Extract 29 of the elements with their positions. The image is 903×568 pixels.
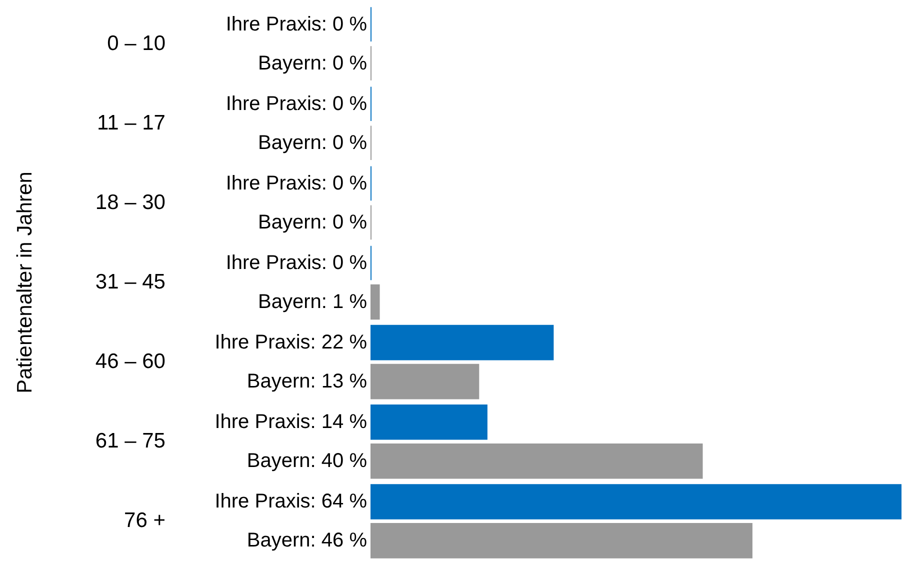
bar: [370, 324, 554, 360]
data-label: Bayern: 1 %: [258, 290, 368, 313]
y-axis-title: Patientenalter in Jahren: [14, 172, 36, 394]
data-label: Bayern: 13 %: [246, 370, 368, 393]
data-label: Bayern: 0 %: [258, 211, 368, 234]
bar: [370, 443, 703, 479]
data-label: Bayern: 40 %: [246, 450, 368, 472]
data-label: Ihre Praxis: 22 %: [214, 332, 368, 354]
y-tick-label: 0 – 10: [107, 32, 166, 55]
y-tick-label: 18 – 30: [95, 190, 166, 214]
data-label: Bayern: 0 %: [258, 132, 368, 154]
bar: [370, 364, 480, 400]
bar: [370, 284, 380, 320]
bar: [370, 523, 752, 558]
y-tick-label: 61 – 75: [95, 430, 166, 453]
bar: [370, 484, 902, 520]
data-label: Ihre Praxis: 0 %: [226, 172, 368, 194]
data-label: Ihre Praxis: 0 %: [226, 252, 368, 274]
bar: [370, 404, 488, 440]
y-tick-label: 11 – 17: [96, 111, 166, 134]
data-label: Bayern: 0 %: [258, 52, 368, 74]
data-label: Bayern: 46 %: [246, 530, 368, 552]
y-tick-label: 46 – 60: [95, 350, 166, 374]
data-label: Ihre Praxis: 0 %: [226, 92, 368, 115]
data-label: Ihre Praxis: 64 %: [214, 490, 368, 513]
y-tick-label: 76 +: [124, 509, 166, 532]
y-tick-label: 31 – 45: [95, 270, 166, 294]
data-label: Ihre Praxis: 0 %: [226, 13, 368, 36]
data-label: Ihre Praxis: 14 %: [214, 411, 368, 434]
